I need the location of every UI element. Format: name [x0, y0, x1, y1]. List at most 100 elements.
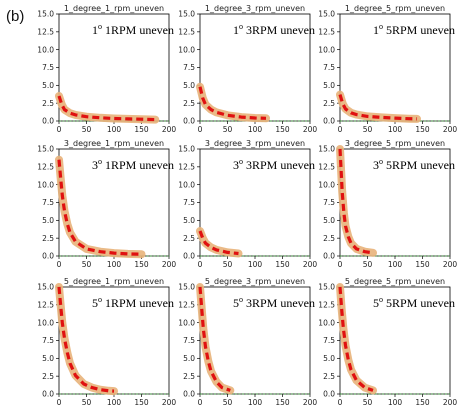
y-tick-label: 7.5 — [183, 63, 195, 72]
plot-frame — [58, 13, 170, 122]
subplot-title: 1_degree_3_rpm_uneven — [205, 4, 305, 13]
y-tick-label: 7.5 — [42, 198, 54, 207]
annotation-label: 5o 1RPM uneven — [92, 295, 174, 310]
x-tick-label: 200 — [303, 398, 318, 407]
series-line — [338, 94, 418, 121]
y-tick-label: 15.0 — [318, 145, 335, 154]
annotation-label: 1o 5RPM uneven — [373, 22, 455, 37]
subplot-title: 3_degree_5_rpm_uneven — [345, 139, 445, 148]
x-tick-label: 200 — [443, 260, 458, 269]
x-tick-label: 200 — [443, 125, 458, 134]
annotation-degree: 3 — [373, 158, 379, 172]
degree-symbol: o — [379, 22, 383, 31]
y-tick-label: 12.5 — [178, 27, 195, 36]
subplot-1_degree_3_rpm_uneven: 1_degree_3_rpm_uneven 0.0 2.5 5.0 7.5 10.0 12.… — [178, 4, 317, 134]
annotation-degree: 1 — [92, 23, 98, 37]
subplot-title: 1_degree_1_rpm_uneven — [64, 4, 164, 13]
y-tick-label: 12.5 — [37, 300, 54, 309]
y-tick-label: 2.5 — [323, 99, 335, 108]
subplot-5_degree_1_rpm_uneven: 5_degree_1_rpm_uneven 0.0 2.5 5.0 7.5 10.0 12.… — [37, 277, 176, 407]
x-tick-label: 150 — [275, 260, 290, 269]
y-tick-label: 7.5 — [323, 198, 335, 207]
y-tick-label: 0.0 — [183, 390, 195, 399]
y-tick-label: 7.5 — [42, 63, 54, 72]
x-tick-label: 150 — [134, 260, 149, 269]
x-tick-label: 0 — [338, 260, 343, 269]
subplot-3_degree_1_rpm_uneven: 3_degree_1_rpm_uneven 0.0 2.5 5.0 7.5 10.0 12.… — [37, 139, 176, 269]
y-tick-label: 10.0 — [178, 45, 195, 54]
y-tick-label: 10.0 — [318, 45, 335, 54]
y-tick-label: 0.0 — [323, 390, 335, 399]
subplot-title: 1_degree_5_rpm_uneven — [345, 4, 445, 13]
x-tick-label: 100 — [107, 398, 122, 407]
series-line — [198, 286, 231, 392]
series-line — [338, 148, 374, 255]
subplot-1_degree_5_rpm_uneven: 1_degree_5_rpm_uneven 0.0 2.5 5.0 7.5 10.0 12.… — [318, 4, 457, 134]
annotation-label: 1o 1RPM uneven — [92, 22, 174, 37]
y-tick-label: 15.0 — [37, 10, 54, 19]
y-tick-label: 7.5 — [42, 336, 54, 345]
y-tick-label: 10.0 — [37, 318, 54, 327]
y-tick-label: 15.0 — [318, 10, 335, 19]
x-tick-label: 0 — [338, 125, 343, 134]
y-tick-label: 12.5 — [178, 300, 195, 309]
degree-symbol: o — [379, 157, 383, 166]
degree-symbol: o — [379, 295, 383, 304]
y-tick-label: 12.5 — [37, 162, 54, 171]
x-tick-label: 0 — [57, 398, 62, 407]
plot-frame — [339, 13, 451, 122]
annotation-label: 1o 3RPM uneven — [233, 22, 315, 37]
x-tick-label: 50 — [82, 398, 92, 407]
annotation-label: 5o 5RPM uneven — [373, 295, 455, 310]
y-tick-label: 2.5 — [323, 372, 335, 381]
x-tick-label: 150 — [134, 398, 149, 407]
annotation-degree: 3 — [92, 158, 98, 172]
y-tick-label: 5.0 — [183, 354, 195, 363]
annotation-text: 3RPM uneven — [243, 23, 315, 37]
y-tick-label: 12.5 — [37, 27, 54, 36]
subplot-5_degree_5_rpm_uneven: 5_degree_5_rpm_uneven 0.0 2.5 5.0 7.5 10.0 12.… — [318, 277, 457, 407]
annotation-degree: 3 — [233, 158, 239, 172]
x-tick-label: 200 — [162, 125, 177, 134]
y-tick-label: 5.0 — [323, 81, 335, 90]
subplot-title: 3_degree_1_rpm_uneven — [64, 139, 164, 148]
y-tick-label: 2.5 — [183, 234, 195, 243]
x-tick-label: 150 — [415, 398, 430, 407]
x-tick-label: 100 — [107, 260, 122, 269]
y-tick-label: 12.5 — [318, 162, 335, 171]
annotation-label: 3o 3RPM uneven — [233, 157, 315, 172]
subplot-title: 5_degree_5_rpm_uneven — [345, 277, 445, 286]
y-tick-label: 10.0 — [318, 180, 335, 189]
y-tick-label: 10.0 — [178, 318, 195, 327]
series-line — [57, 286, 115, 393]
y-tick-label: 2.5 — [42, 99, 54, 108]
y-tick-label: 0.0 — [183, 252, 195, 261]
x-tick-label: 150 — [415, 260, 430, 269]
degree-symbol: o — [239, 157, 243, 166]
annotation-text: 1RPM uneven — [102, 158, 174, 172]
y-tick-label: 5.0 — [323, 354, 335, 363]
subplot-5_degree_3_rpm_uneven: 5_degree_3_rpm_uneven 0.0 2.5 5.0 7.5 10.0 12.… — [178, 277, 317, 407]
x-tick-label: 200 — [303, 125, 318, 134]
y-tick-label: 0.0 — [42, 117, 54, 126]
x-tick-label: 150 — [275, 398, 290, 407]
degree-symbol: o — [98, 22, 102, 31]
y-tick-label: 7.5 — [323, 63, 335, 72]
y-tick-label: 10.0 — [178, 180, 195, 189]
degree-symbol: o — [239, 22, 243, 31]
y-tick-label: 5.0 — [323, 216, 335, 225]
x-tick-label: 150 — [275, 125, 290, 134]
x-tick-label: 100 — [248, 398, 263, 407]
annotation-degree: 5 — [373, 296, 379, 310]
series-line — [57, 95, 156, 122]
subplot-3_degree_5_rpm_uneven: 3_degree_5_rpm_uneven 0.0 2.5 5.0 7.5 10.0 12.… — [318, 139, 457, 269]
plot-frame — [199, 13, 311, 122]
annotation-degree: 5 — [233, 296, 239, 310]
x-tick-label: 200 — [162, 398, 177, 407]
y-tick-label: 10.0 — [37, 180, 54, 189]
plot-frame — [339, 148, 451, 257]
x-tick-label: 0 — [57, 260, 62, 269]
plot-frame — [199, 148, 311, 257]
y-tick-label: 15.0 — [318, 283, 335, 292]
x-tick-label: 50 — [82, 260, 92, 269]
